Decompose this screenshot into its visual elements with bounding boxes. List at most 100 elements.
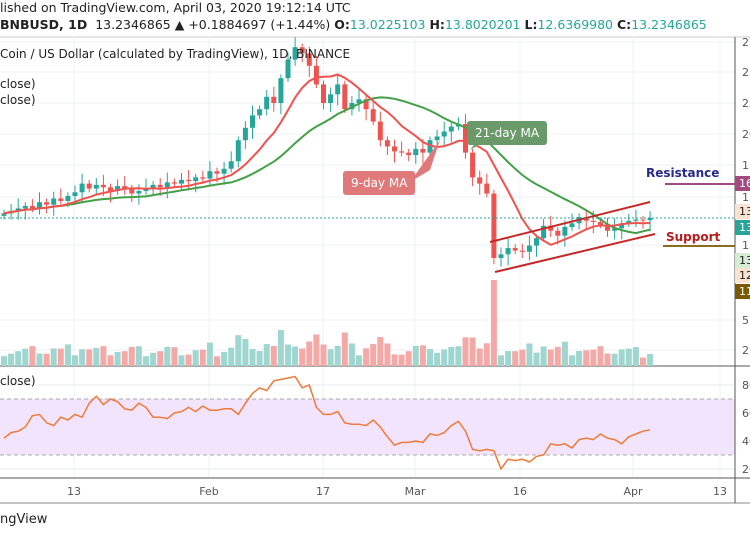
volume-bar <box>214 356 220 366</box>
candle <box>356 89 362 112</box>
candle <box>37 192 42 215</box>
open-value: 13.0225103 <box>349 17 426 32</box>
volume-bar <box>64 344 71 366</box>
high-value: 13.8020201 <box>444 17 521 32</box>
volume-bar <box>398 354 405 366</box>
candle <box>562 220 568 247</box>
close-value: 13.2346865 <box>631 17 707 32</box>
volume-bar <box>348 343 355 366</box>
volume-bar <box>434 352 441 366</box>
candle <box>221 161 227 185</box>
volume-bar <box>519 349 526 366</box>
symbol-line: BNBUSD, 1D 13.2346865 ▲ +0.1884697 (+1.4… <box>0 17 707 32</box>
price-tick-label: 13 <box>742 239 750 252</box>
volume-bar <box>469 337 476 366</box>
volume-bar <box>583 350 590 366</box>
volume-bar <box>618 349 625 366</box>
volume-bar <box>377 337 384 366</box>
volume-bar <box>341 332 348 366</box>
candle <box>136 184 142 205</box>
axis-tag-support: 11 <box>735 284 750 299</box>
time-tick-label: Apr <box>623 485 643 498</box>
volume-bar <box>228 347 235 366</box>
footer-brand: ngView <box>0 512 48 527</box>
candle <box>512 244 518 255</box>
time-tick-label: 13 <box>713 485 727 498</box>
candle <box>505 238 511 266</box>
volume-bar <box>526 343 533 366</box>
candle <box>342 80 348 113</box>
candle <box>285 52 291 82</box>
candle <box>335 74 341 106</box>
candle <box>519 243 525 258</box>
volume-bar <box>178 355 185 366</box>
candle <box>626 213 632 227</box>
price-tick-label: 20. <box>742 128 750 141</box>
volume-bar <box>498 355 504 366</box>
volume-bar <box>419 345 426 366</box>
volume-bar <box>86 349 93 366</box>
volume-bar <box>164 346 171 366</box>
price-tick-label: 17. <box>742 159 750 172</box>
axis-tag-last-price: 13 <box>735 220 750 235</box>
time-tick-label: Mar <box>405 485 426 498</box>
candle <box>477 170 483 195</box>
volume-bar <box>561 341 568 366</box>
volume-bar <box>299 348 306 366</box>
volume-bar <box>632 347 639 366</box>
volume-bar <box>391 354 398 366</box>
candle <box>93 178 99 195</box>
candle <box>370 102 376 126</box>
time-tick-label: 17 <box>316 485 330 498</box>
candle <box>583 210 589 230</box>
candle <box>491 189 497 265</box>
volume-bar <box>554 346 561 366</box>
candle <box>434 129 440 147</box>
rsi-line <box>3 375 651 471</box>
volume-bar <box>533 352 540 366</box>
volume-bar <box>128 346 135 366</box>
rsi-tick-label: 40 <box>742 435 750 448</box>
volume-bar <box>569 355 575 366</box>
volume-bar <box>72 355 78 366</box>
volume-bar <box>370 344 377 366</box>
high-label: H: <box>429 17 445 32</box>
ma9-line <box>3 73 651 246</box>
volume-bar <box>256 351 263 366</box>
close-label: C: <box>617 17 632 32</box>
candle <box>441 121 447 146</box>
candle <box>51 191 57 216</box>
candle <box>58 188 64 205</box>
candle <box>463 114 468 159</box>
candle <box>413 142 419 164</box>
volume-bar <box>121 351 128 366</box>
price-tick-label: 15. <box>742 191 750 204</box>
rsi-tick-label: 20 <box>742 463 750 476</box>
price-tick-label: 25. <box>742 66 750 79</box>
volume-bar <box>242 339 249 366</box>
ma21-callout: 21-day MA <box>467 121 548 145</box>
volume-bar <box>384 343 391 366</box>
candle <box>15 198 21 220</box>
volume-bar <box>462 337 469 366</box>
channel-lower <box>494 233 656 273</box>
candle <box>633 209 639 227</box>
volume-bar <box>625 348 632 366</box>
volume-bar <box>114 351 121 366</box>
volume-bar <box>320 344 327 366</box>
low-label: L: <box>524 17 538 32</box>
symbol: BNBUSD, 1D <box>0 17 88 32</box>
volume-bar <box>292 346 299 366</box>
candle <box>406 148 412 162</box>
volume-bar <box>199 349 206 366</box>
volume-bar <box>512 351 519 366</box>
volume-bar <box>313 334 320 366</box>
price-tick-label: 27. <box>742 36 750 49</box>
volume-bar <box>36 353 43 366</box>
candle <box>122 176 128 195</box>
volume-bar <box>107 355 114 366</box>
volume-bar <box>306 341 313 366</box>
published-line: lished on TradingView.com, April 03, 202… <box>0 0 351 15</box>
volume-bar <box>412 346 419 366</box>
